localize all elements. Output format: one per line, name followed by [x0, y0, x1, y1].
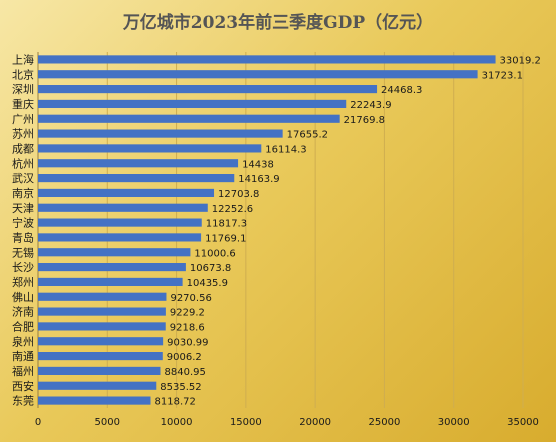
category-label: 合肥	[12, 319, 34, 333]
bar	[38, 292, 167, 301]
data-label: 8840.95	[165, 367, 206, 378]
data-label: 21769.8	[344, 115, 385, 126]
bar	[38, 366, 161, 375]
category-label: 北京	[12, 67, 34, 81]
data-label: 10673.8	[190, 263, 231, 274]
x-tick-label: 0	[35, 417, 41, 428]
category-label: 武汉	[12, 172, 34, 185]
bar	[38, 233, 202, 242]
bar	[38, 70, 478, 79]
category-label: 济南	[12, 305, 34, 319]
category-label: 南通	[12, 350, 34, 363]
x-tick-label: 30000	[438, 417, 470, 428]
data-label: 8535.52	[160, 382, 201, 393]
bar	[38, 307, 166, 316]
bar	[38, 322, 166, 331]
bar	[38, 352, 163, 361]
category-label: 郑州	[12, 275, 34, 289]
data-label: 33019.2	[500, 55, 541, 66]
bar	[38, 188, 215, 197]
data-label: 14163.9	[238, 174, 279, 185]
x-tick-label: 5000	[95, 417, 120, 428]
category-label: 苏州	[12, 128, 34, 141]
bar	[38, 129, 283, 138]
data-label: 12703.8	[218, 189, 259, 200]
category-label: 长沙	[12, 261, 34, 274]
category-label: 广州	[12, 113, 34, 126]
data-label: 9030.99	[167, 337, 208, 348]
x-tick-label: 20000	[299, 417, 331, 428]
data-label: 11000.6	[194, 248, 235, 259]
bar	[38, 337, 164, 346]
bar	[38, 263, 186, 272]
x-tick-label: 15000	[230, 417, 262, 428]
data-label: 8118.72	[155, 397, 196, 408]
data-label: 10435.9	[187, 278, 228, 289]
category-label: 重庆	[12, 97, 34, 111]
category-label: 泉州	[12, 334, 34, 348]
data-label: 22243.9	[350, 100, 391, 111]
bar	[38, 218, 202, 227]
category-label: 南京	[12, 186, 34, 200]
category-label: 深圳	[12, 83, 34, 96]
category-label: 无锡	[12, 245, 34, 259]
data-label: 9229.2	[170, 308, 205, 319]
bar	[38, 99, 347, 108]
category-label: 成都	[12, 142, 34, 155]
data-label: 9006.2	[167, 352, 202, 363]
x-tick-label: 35000	[507, 417, 539, 428]
bar	[38, 159, 239, 168]
data-label: 17655.2	[287, 130, 328, 141]
data-label: 11817.3	[206, 219, 247, 230]
data-label: 31723.1	[482, 70, 523, 81]
chart-title: 万亿城市2023年前三季度GDP（亿元）	[122, 13, 434, 33]
category-label: 福州	[12, 364, 34, 378]
bar	[38, 144, 262, 153]
bar	[38, 85, 378, 94]
category-label: 西安	[12, 379, 34, 393]
bar	[38, 55, 496, 64]
category-label: 东莞	[12, 395, 34, 408]
category-label: 宁波	[12, 216, 34, 230]
data-label: 14438	[242, 159, 274, 170]
bar	[38, 277, 183, 286]
bar	[38, 396, 151, 405]
category-label: 天津	[12, 202, 34, 215]
bar	[38, 248, 191, 257]
category-label: 佛山	[12, 291, 34, 304]
bar	[38, 203, 208, 212]
category-label: 上海	[12, 52, 34, 66]
category-label: 青岛	[12, 230, 34, 244]
data-label: 24468.3	[381, 85, 422, 96]
data-label: 16114.3	[265, 144, 306, 155]
data-label: 12252.6	[212, 204, 253, 215]
bar	[38, 174, 235, 183]
data-label: 11769.1	[205, 233, 246, 244]
bar	[38, 381, 157, 390]
x-tick-label: 25000	[369, 417, 401, 428]
bar	[38, 114, 340, 123]
category-label: 杭州	[12, 156, 34, 170]
x-tick-label: 10000	[161, 417, 193, 428]
data-label: 9270.56	[170, 293, 211, 304]
data-label: 9218.6	[170, 322, 205, 333]
